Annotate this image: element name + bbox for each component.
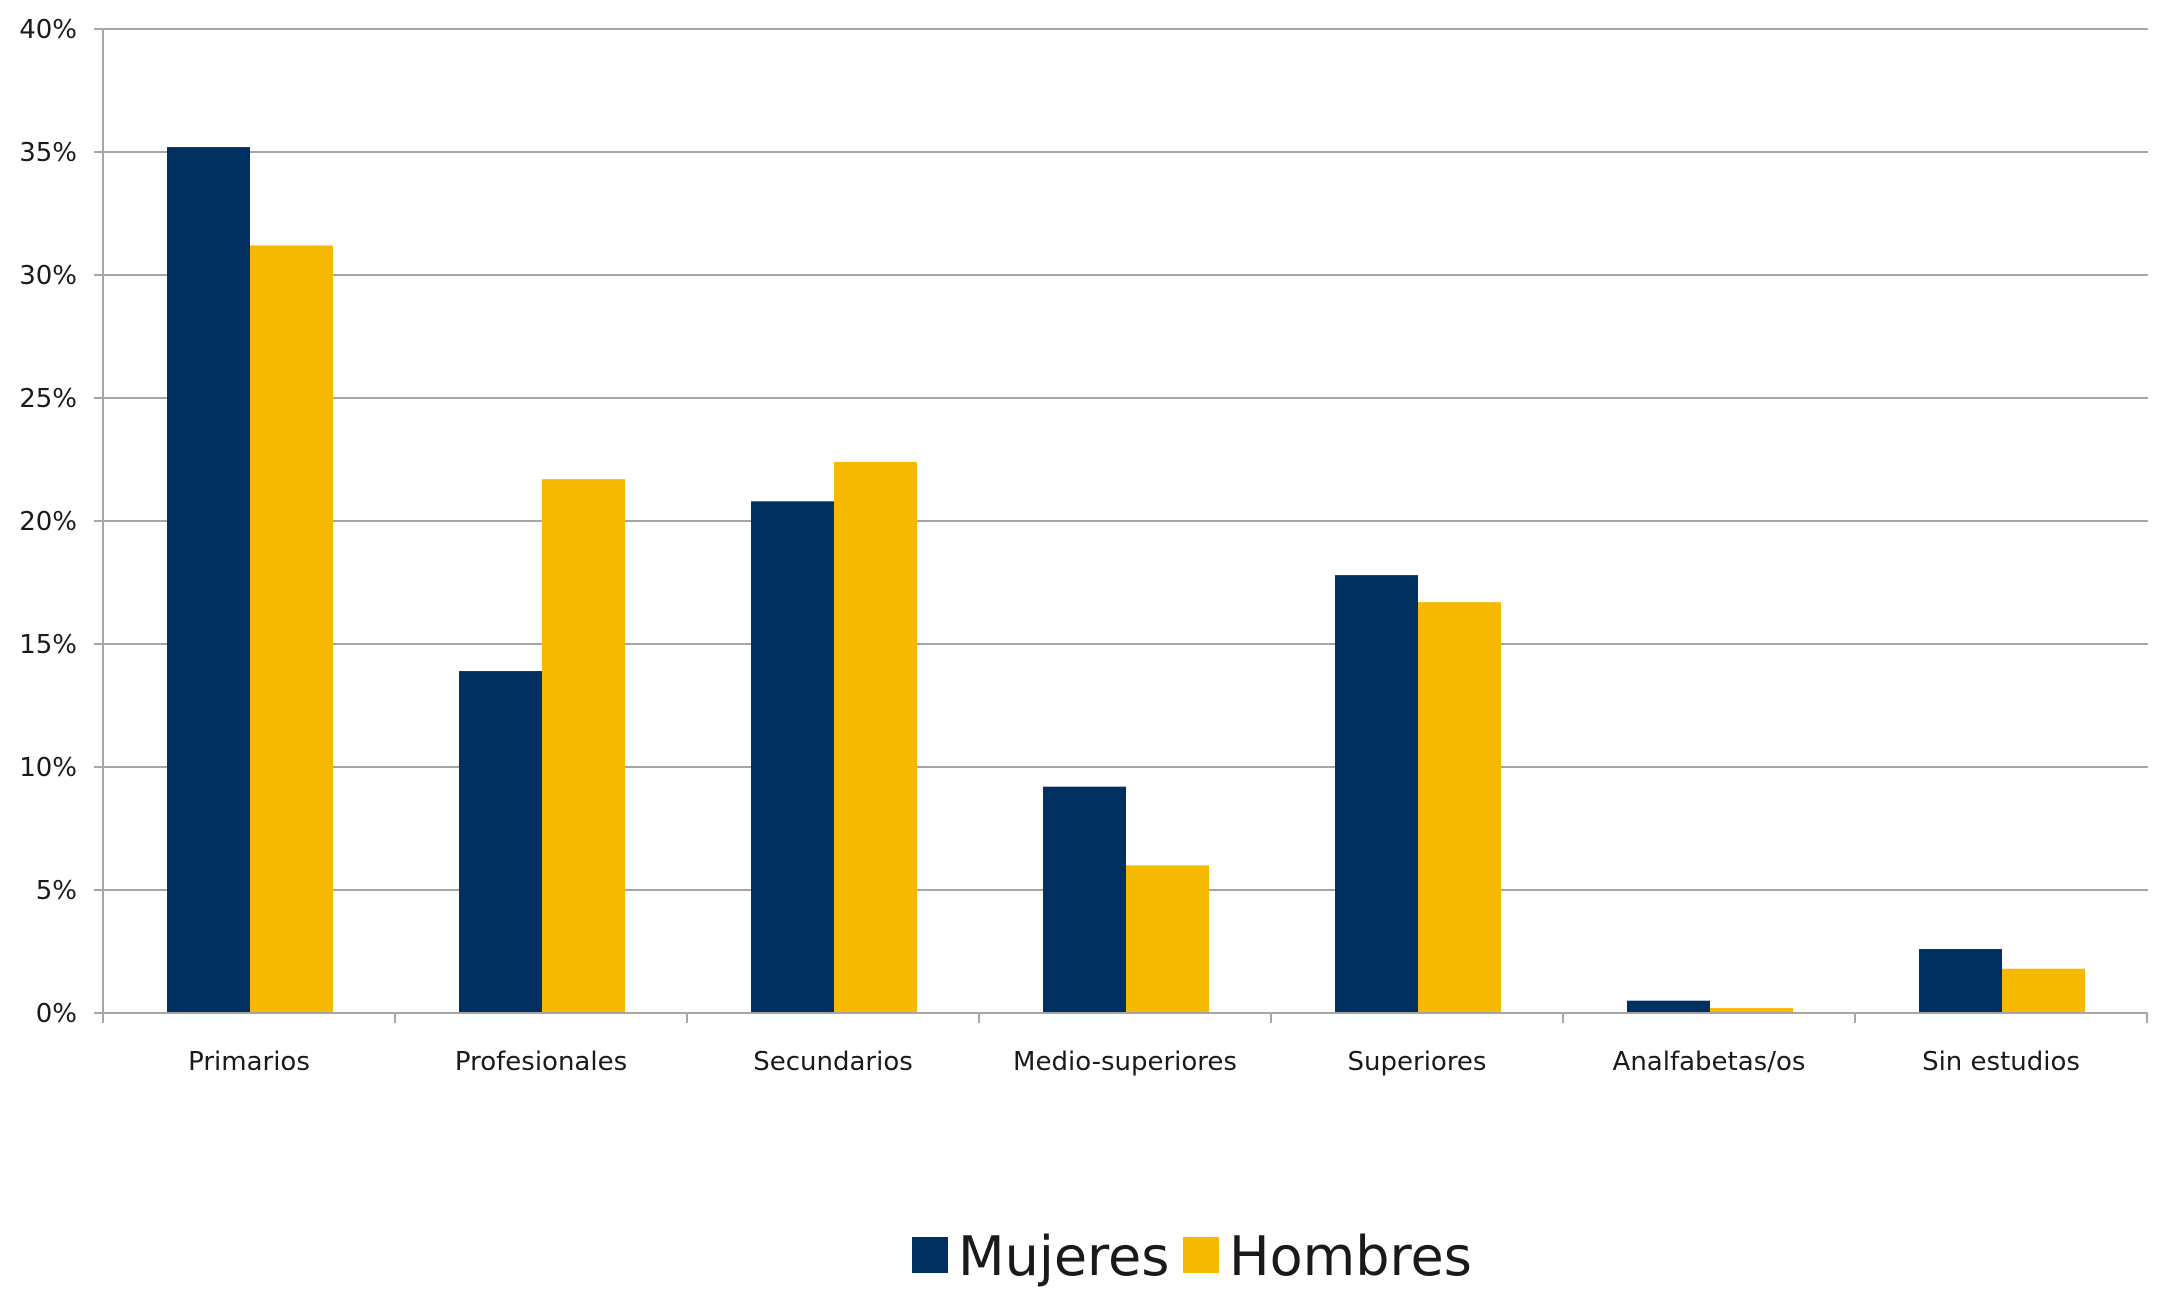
y-tick-label: 0%	[36, 999, 77, 1029]
axes	[94, 28, 2148, 1023]
legend-swatch-hombres	[1183, 1237, 1219, 1273]
bars	[167, 147, 2085, 1014]
gridlines	[103, 28, 2148, 891]
legend: Mujeres Hombres	[912, 1225, 1472, 1288]
bar-hombres-4	[1418, 602, 1501, 1013]
bar-hombres-2	[834, 461, 917, 1014]
y-tick-label: 15%	[19, 630, 77, 660]
x-category-label: Sin estudios	[1922, 1047, 2080, 1077]
y-tick-label: 10%	[19, 753, 77, 783]
x-category-label: Primarios	[188, 1047, 310, 1077]
x-category-label: Analfabetas/os	[1613, 1047, 1806, 1077]
bar-hombres-3	[1126, 865, 1209, 1013]
x-category-label: Superiores	[1348, 1047, 1487, 1077]
bar-mujeres-6	[1919, 949, 2002, 1013]
x-category-label: Medio-superiores	[1013, 1047, 1237, 1077]
y-tick-label: 20%	[19, 507, 77, 537]
bar-hombres-5	[1710, 1008, 1793, 1013]
y-tick-label: 5%	[36, 876, 77, 906]
bar-mujeres-2	[751, 501, 834, 1013]
bar-hombres-1	[542, 479, 625, 1013]
legend-label-mujeres: Mujeres	[958, 1225, 1169, 1288]
labels: 0% 5% 10% 15% 20% 25% 30% 35% 40% Primarios Profes…	[19, 15, 2080, 1077]
bar-mujeres-0	[167, 147, 250, 1013]
y-tick-label: 35%	[19, 138, 77, 168]
bar-mujeres-1	[459, 671, 542, 1013]
x-category-label: Profesionales	[455, 1047, 627, 1077]
bar-hombres-0	[250, 245, 333, 1014]
y-tick-label: 25%	[19, 384, 77, 414]
legend-swatch-mujeres	[912, 1237, 948, 1273]
bar-mujeres-3	[1043, 786, 1126, 1013]
bar-mujeres-4	[1335, 575, 1418, 1013]
y-tick-label: 40%	[19, 15, 77, 45]
legend-label-hombres: Hombres	[1229, 1225, 1472, 1288]
y-tick-label: 30%	[19, 261, 77, 291]
x-category-label: Secundarios	[753, 1047, 913, 1077]
bar-hombres-6	[2002, 968, 2085, 1013]
bar-mujeres-5	[1627, 1000, 1710, 1013]
